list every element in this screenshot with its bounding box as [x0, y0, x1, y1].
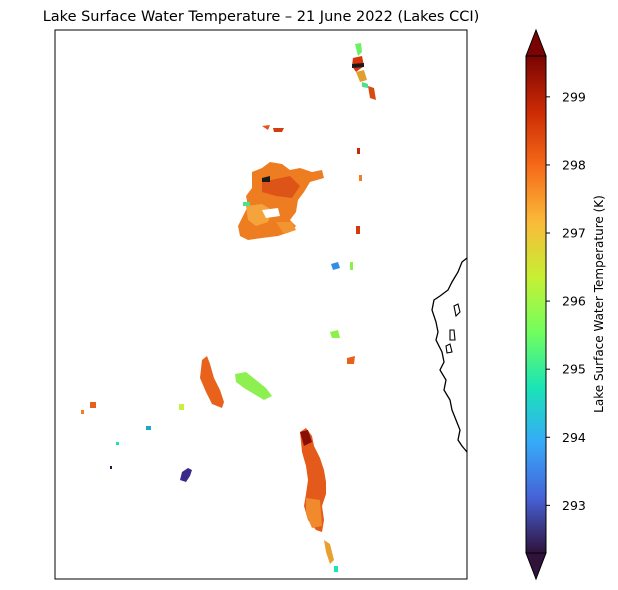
map-frame — [54, 29, 468, 580]
lake-spot-1 — [262, 125, 270, 130]
lake-west-long — [200, 356, 224, 408]
map-title: Lake Surface Water Temperature – 21 June… — [43, 9, 480, 25]
colorbar-extend-top — [525, 28, 547, 57]
colorbar-extend-bottom — [525, 552, 547, 581]
lake-north — [352, 43, 376, 100]
lake-spot-14 — [116, 442, 119, 445]
map-background — [55, 30, 467, 579]
colorbar-ticks: 293 294 295 296 297 298 299 — [546, 89, 586, 513]
colorbar-tick-label: 295 — [562, 362, 586, 377]
lake-south-long — [300, 428, 338, 572]
lake-spot-15 — [110, 466, 112, 469]
lake-spot-6 — [331, 262, 340, 270]
island-2 — [449, 329, 456, 341]
lake-patches — [81, 43, 376, 572]
lake-spot-13 — [146, 426, 151, 430]
lake-spot-5 — [356, 226, 360, 234]
lake-spot-9 — [347, 356, 355, 364]
colorbar-label: Lake Surface Water Temperature (K) — [592, 195, 606, 413]
colorbar: 293 294 295 296 297 298 299 Lake Surface Water… — [525, 28, 606, 581]
lake-spot-3 — [357, 148, 360, 154]
lake-spot-11 — [81, 410, 84, 414]
lake-spot-7 — [350, 262, 353, 270]
colorbar-tick-label: 294 — [562, 430, 586, 445]
lake-spot-4 — [359, 175, 362, 181]
lake-purple — [180, 468, 192, 482]
lake-green — [235, 372, 272, 400]
colorbar-body — [525, 55, 547, 554]
lake-spot-10 — [90, 402, 96, 408]
island-1 — [453, 303, 461, 318]
coastline — [431, 257, 468, 453]
lake-spot-12 — [179, 404, 184, 410]
map-panel — [54, 29, 468, 580]
island-3 — [445, 343, 453, 354]
lake-spot-8 — [330, 330, 340, 338]
lake-victoria — [238, 162, 324, 240]
colorbar-tick-label: 296 — [562, 294, 586, 309]
colorbar-tick-label: 293 — [562, 498, 586, 513]
colorbar-tick-label: 299 — [562, 89, 586, 104]
colorbar-tick-label: 298 — [562, 157, 586, 172]
colorbar-tick-label: 297 — [562, 226, 586, 241]
lake-spot-2 — [273, 128, 284, 132]
